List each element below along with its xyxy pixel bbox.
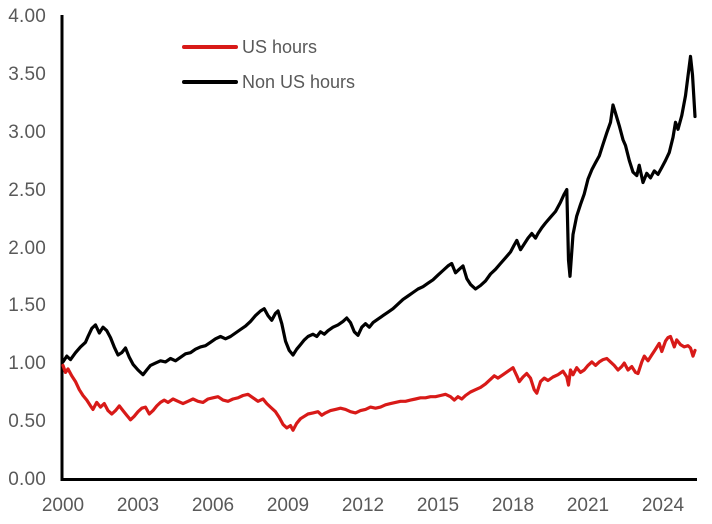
non-us-hours-swatch-icon bbox=[182, 80, 238, 84]
x-tick-label: 2012 bbox=[341, 495, 385, 516]
y-tick-label: 2.00 bbox=[8, 237, 46, 259]
x-tick-label: 2000 bbox=[41, 495, 85, 516]
x-tick-label: 2024 bbox=[641, 495, 685, 516]
y-tick-label: 0.50 bbox=[8, 411, 46, 433]
y-tick-label: 2.50 bbox=[8, 179, 46, 201]
legend-item-us-hours: US hours bbox=[182, 36, 355, 58]
y-tick-label: 1.00 bbox=[8, 353, 46, 375]
legend: US hours Non US hours bbox=[182, 36, 355, 106]
legend-label-non-us-hours: Non US hours bbox=[242, 71, 356, 92]
y-tick-label: 3.00 bbox=[8, 121, 46, 143]
legend-item-non-us-hours: Non US hours bbox=[182, 71, 355, 93]
y-tick-label: 3.50 bbox=[8, 63, 46, 85]
x-tick-label: 2015 bbox=[416, 495, 460, 516]
us-hours-swatch-icon bbox=[182, 45, 238, 49]
non-us-hours-line bbox=[61, 54, 697, 377]
y-tick-label: 0.00 bbox=[8, 469, 46, 490]
y-tick-label: 1.50 bbox=[8, 295, 46, 317]
x-tick-label: 2009 bbox=[266, 495, 310, 516]
x-tick-label: 2006 bbox=[191, 495, 235, 516]
x-tick-label: 2018 bbox=[491, 495, 535, 516]
x-tick-label: 2021 bbox=[566, 495, 610, 516]
us-hours-line bbox=[61, 334, 697, 432]
legend-label-us-hours: US hours bbox=[242, 36, 318, 57]
y-axis-tick-labels: 0.00 0.50 1.00 1.50 2.00 2.50 3.00 3.50 4.00 bbox=[0, 0, 46, 524]
y-tick-label: 4.00 bbox=[8, 6, 46, 27]
x-tick-label: 2003 bbox=[116, 495, 160, 516]
